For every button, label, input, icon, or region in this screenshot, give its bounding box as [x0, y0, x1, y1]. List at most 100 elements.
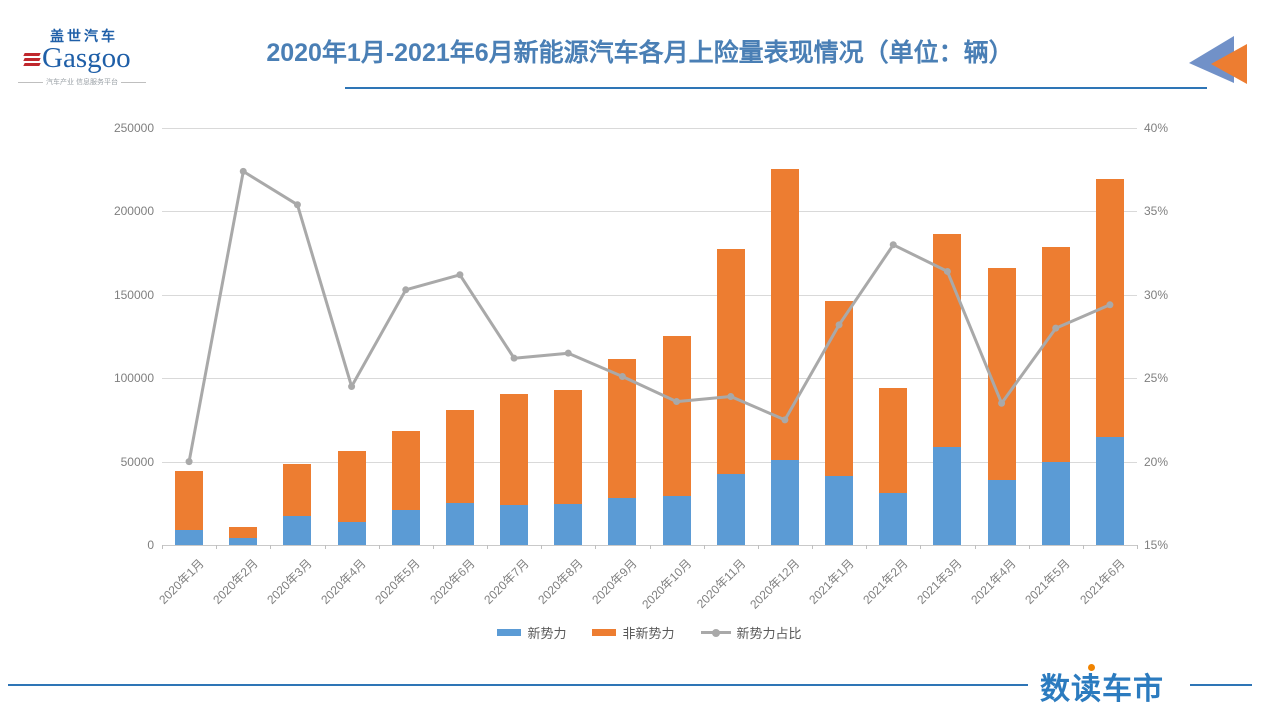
bar-segment-non-new-forces: [229, 527, 258, 539]
ratio-line-marker: [510, 354, 518, 362]
legend-label: 非新势力: [622, 626, 675, 641]
bar-segment-new-forces: [500, 505, 529, 545]
x-axis-tick: [162, 545, 163, 549]
ratio-line-marker: [618, 373, 626, 381]
shudu-cheshi-text: 数读车市: [1040, 673, 1164, 706]
x-axis-tick: [378, 545, 380, 549]
bar-segment-new-forces: [283, 516, 312, 545]
ratio-line-marker: [673, 398, 681, 406]
x-axis-tick: [757, 545, 759, 549]
bar-segment-non-new-forces: [175, 471, 204, 531]
x-axis-tick: [432, 545, 434, 549]
stacked-bar: [662, 128, 691, 545]
gridline: [162, 378, 1137, 380]
x-category-label: 2021年1月: [805, 556, 857, 607]
shudu-cheshi-logo: 数读车市: [1040, 664, 1164, 708]
bar-segment-new-forces: [175, 530, 204, 545]
bar-segment-new-forces: [445, 502, 474, 545]
legend-bar-swatch: [497, 629, 522, 636]
x-axis-tick: [812, 545, 813, 549]
bar-segment-non-new-forces: [391, 430, 420, 511]
ratio-line-marker: [348, 383, 356, 391]
x-category-label: 2021年6月: [1076, 556, 1128, 607]
y-left-tick-label: 50000: [120, 454, 154, 469]
y-right-tick-label: 25%: [1144, 371, 1169, 386]
x-category-label: 2020年8月: [535, 556, 586, 607]
bar-segment-non-new-forces: [662, 336, 691, 496]
bar-segment-non-new-forces: [716, 249, 745, 475]
x-category-label: 2021年5月: [1022, 556, 1074, 607]
x-axis-tick: [270, 545, 272, 549]
x-category-label: 2020年10月: [638, 556, 694, 612]
stacked-bar: [879, 128, 908, 545]
ratio-line: [187, 169, 1111, 462]
legend-item: 新势力占比: [700, 623, 802, 642]
stacked-bar: [391, 128, 420, 545]
y-right-tick-label: 20%: [1144, 454, 1169, 469]
gridline: [162, 211, 1137, 213]
x-category-label: 2020年6月: [426, 556, 478, 607]
legend-item: 新势力: [497, 623, 566, 642]
stacked-bar: [770, 128, 799, 545]
x-axis-tick: [216, 545, 218, 549]
ratio-line-marker: [564, 349, 572, 357]
y-left-tick-label: 100000: [113, 371, 154, 386]
footer-line-right: [1190, 684, 1252, 686]
bar-segment-new-forces: [770, 460, 799, 545]
bar-segment-non-new-forces: [825, 301, 854, 477]
bar-segment-non-new-forces: [283, 463, 312, 517]
x-axis-tick: [703, 545, 705, 549]
y-right-tick-label: 35%: [1144, 204, 1169, 219]
x-category-label: 2020年1月: [155, 556, 207, 607]
gridline: [162, 128, 1137, 129]
ratio-line-marker: [1106, 301, 1114, 309]
x-category-label: 2020年9月: [589, 556, 640, 607]
ratio-line-marker: [889, 241, 897, 249]
bar-segment-non-new-forces: [554, 390, 583, 504]
x-axis-tick: [866, 545, 868, 549]
x-category-label: 2021年2月: [860, 556, 911, 607]
x-category-label: 2020年2月: [210, 556, 261, 607]
x-axis-tick: [541, 545, 543, 549]
stacked-bar: [825, 128, 854, 545]
stacked-bar: [283, 128, 312, 545]
y-right-tick-label: 15%: [1144, 538, 1169, 552]
x-axis-tick: [487, 545, 488, 549]
x-category-label: 2021年4月: [968, 556, 1019, 607]
bar-segment-non-new-forces: [770, 169, 799, 461]
bar-segment-new-forces: [1095, 437, 1124, 545]
ratio-line-marker: [402, 286, 410, 294]
y-right-tick-label: 30%: [1144, 287, 1169, 302]
x-axis-tick: [1082, 545, 1084, 549]
legend: 新势力 非新势力 新势力占比: [162, 623, 1137, 642]
legend-bar-swatch: [592, 629, 617, 636]
orange-dot-icon: [1088, 664, 1095, 671]
stacked-bar: [933, 128, 962, 545]
bar-segment-new-forces: [554, 503, 583, 545]
bar-segment-new-forces: [825, 476, 854, 545]
x-category-label: 2020年7月: [480, 556, 532, 607]
x-axis-tick: [649, 545, 651, 549]
title-underline: [345, 87, 1207, 89]
x-axis-tick: [920, 545, 922, 549]
x-category-label: 2020年11月: [693, 556, 749, 611]
gasgoo-logo-en: Gasgoo: [42, 42, 131, 74]
bar-segment-non-new-forces: [337, 451, 366, 522]
plot-area: 2020年1月 2020年2月 2020年3月 2020年4月 2020年5月 2020年…: [114, 121, 1168, 612]
stacked-bar: [554, 128, 583, 545]
gridline: [162, 461, 1137, 463]
stacked-bar: [445, 128, 474, 545]
gridline: [162, 294, 1137, 296]
ratio-line-layer: [185, 167, 1114, 466]
ratio-line-marker: [1052, 324, 1060, 332]
bar-segment-new-forces: [229, 538, 258, 545]
x-axis-tick: [324, 545, 326, 549]
x-category-label: 2020年5月: [372, 556, 424, 607]
ratio-line-marker: [456, 271, 464, 279]
ratio-line-marker: [293, 201, 301, 209]
bar-segment-non-new-forces: [987, 268, 1016, 480]
bar-segment-new-forces: [391, 510, 420, 545]
ratio-line-marker: [943, 267, 951, 275]
gasgoo-logo-cn: 盖世汽车: [50, 28, 118, 44]
y-left-tick-label: 150000: [113, 287, 154, 302]
